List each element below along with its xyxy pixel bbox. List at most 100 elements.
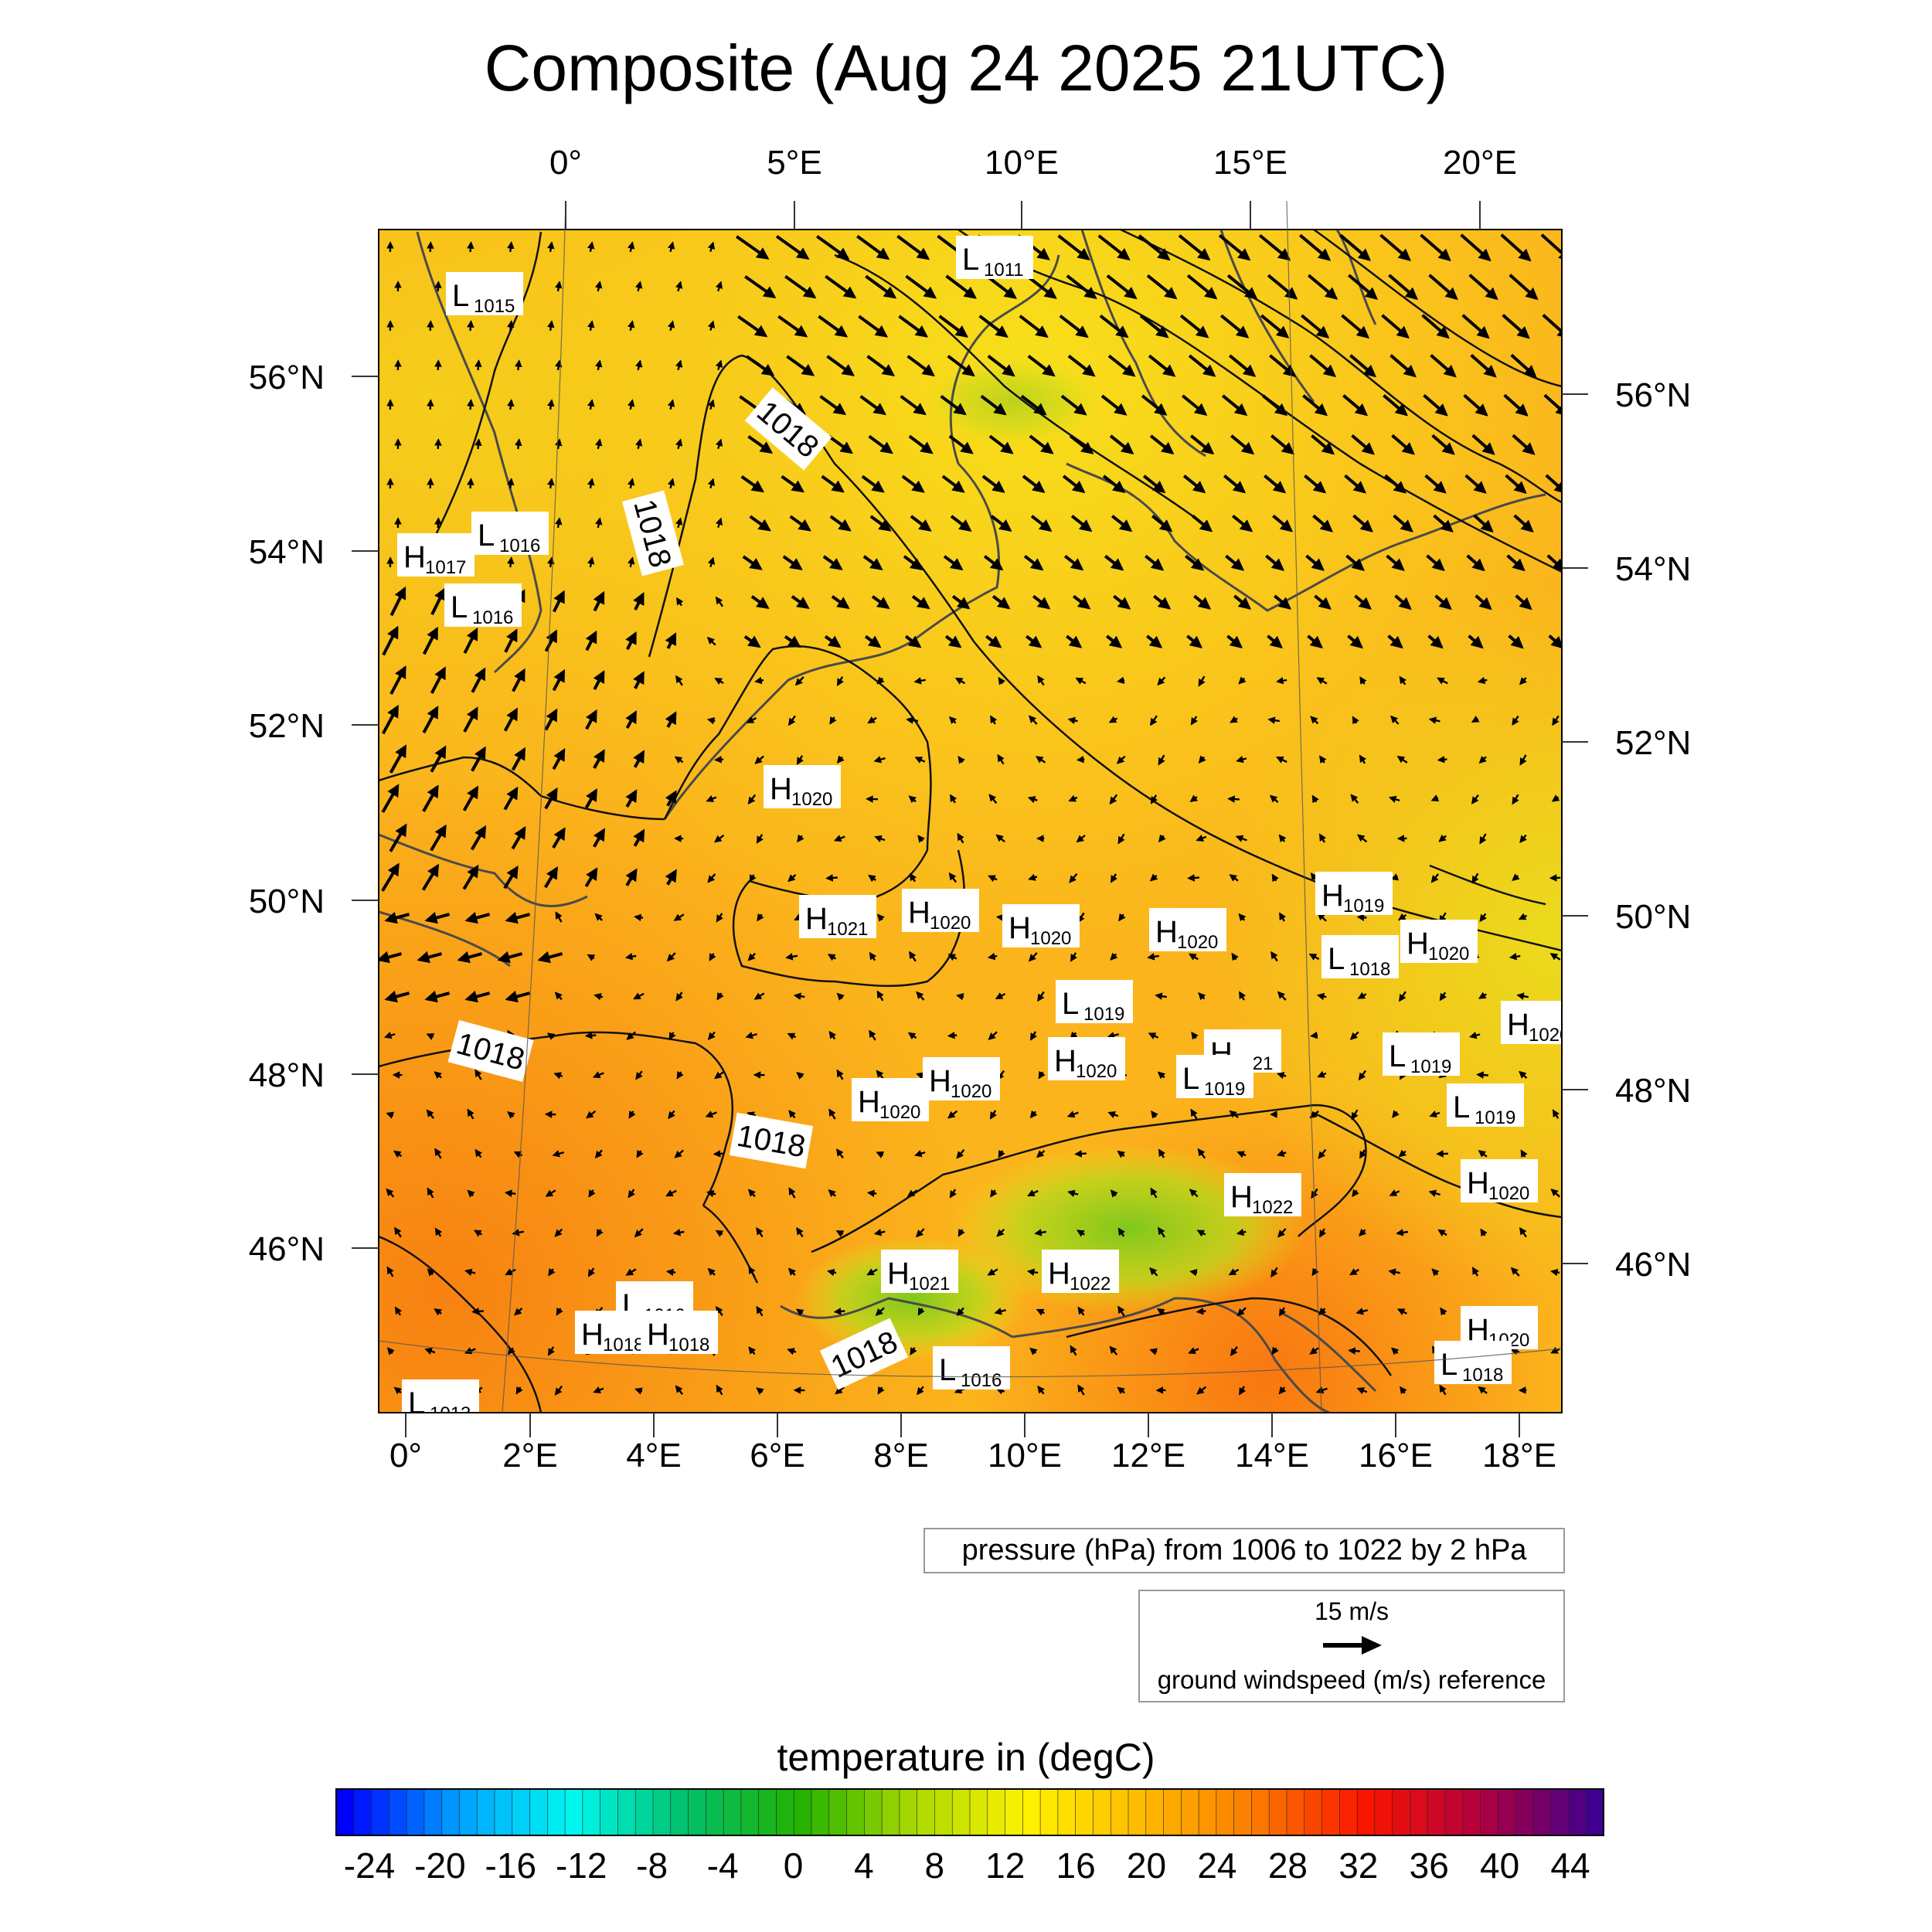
wind-arrow (593, 749, 605, 769)
wind-arrow (1355, 1308, 1368, 1315)
wind-arrow (1389, 354, 1417, 378)
wind-arrow (1549, 953, 1561, 961)
wind-arrow (553, 1072, 563, 1080)
wind-arrow (1027, 355, 1056, 377)
wind-arrow (1468, 274, 1498, 301)
wind-arrow (1231, 952, 1239, 961)
svg-text:H: H (403, 540, 426, 574)
right-lat-label: 52°N (1615, 724, 1691, 762)
wind-arrow (756, 1305, 764, 1317)
wind-reference-arrow-icon (1323, 1636, 1382, 1655)
wind-arrow (507, 556, 515, 568)
wind-arrow (781, 474, 805, 493)
wind-arrow (981, 474, 1005, 493)
wind-arrow (1110, 952, 1118, 961)
colorbar-swatch (758, 1788, 777, 1836)
wind-arrow (787, 1348, 797, 1355)
wind-arrow (1189, 434, 1215, 455)
colorbar-swatch (1268, 1788, 1287, 1836)
wind-arrow (1479, 913, 1487, 923)
wind-arrow (876, 1070, 885, 1080)
wind-arrow (954, 677, 966, 685)
colorbar-swatch (934, 1788, 954, 1836)
wind-arrow (1155, 992, 1167, 1000)
wind-arrow (471, 667, 486, 693)
wind-arrow (667, 399, 675, 410)
wind-arrow (633, 992, 645, 1000)
wind-arrow (1027, 796, 1038, 804)
wind-arrow (627, 556, 635, 568)
wind-arrow (1229, 874, 1239, 882)
axis-labels: 0° 5°E 10°E 15°E 20°E 0° 2°E 4°E 6°E 8°E 10°E 12°E 1… (249, 144, 1692, 1475)
wind-arrow (1351, 434, 1375, 455)
wind-arrow (1519, 677, 1528, 685)
svg-text:H: H (929, 1064, 951, 1098)
wind-arrow (1278, 1386, 1287, 1395)
wind-arrow (1028, 952, 1038, 962)
svg-text:L: L (1389, 1039, 1406, 1073)
wind-arrow (1236, 1151, 1247, 1158)
colorbar-swatch (1444, 1788, 1464, 1836)
wind-arrow (1077, 1384, 1085, 1396)
wind-arrow (1107, 354, 1136, 377)
wind-arrow (707, 478, 716, 489)
wind-arrow (507, 320, 515, 332)
wind-arrow (1381, 314, 1410, 339)
wind-arrow (944, 634, 962, 648)
wind-arrow (873, 1229, 886, 1236)
wind-arrow (585, 1110, 597, 1119)
wind-arrow (1356, 1387, 1368, 1395)
wind-arrow (434, 438, 442, 450)
wind-arrow (427, 320, 434, 332)
wind-arrow (1437, 755, 1447, 764)
wind-arrow (464, 990, 491, 1003)
wind-arrow (625, 1268, 637, 1276)
wind-arrow (625, 631, 637, 651)
wind-arrow (1349, 1268, 1360, 1276)
wind-arrow (394, 1226, 402, 1238)
wind-arrow (1478, 756, 1487, 764)
wind-arrow (873, 756, 886, 764)
left-lat-label: 56°N (249, 359, 325, 396)
wind-arrow (1519, 1070, 1528, 1079)
wind-arrow (596, 1228, 604, 1237)
wind-arrow (744, 275, 777, 299)
wind-arrow (1188, 354, 1216, 377)
wind-arrow (794, 676, 804, 686)
colorbar-swatch (1498, 1788, 1516, 1836)
wind-arrow (1179, 314, 1209, 338)
wind-arrow (876, 990, 884, 1002)
wind-arrow (1308, 274, 1338, 300)
wind-arrow (900, 395, 927, 416)
wind-arrow (951, 594, 971, 610)
wind-arrow (945, 274, 977, 299)
wind-arrow (825, 274, 857, 299)
wind-arrow (1236, 1307, 1247, 1317)
wind-arrow (1341, 314, 1370, 339)
wind-arrow (462, 864, 479, 890)
high-pressure-label: H 1022 (1042, 1250, 1119, 1294)
wind-arrow (1471, 872, 1479, 884)
wind-arrow (594, 281, 603, 292)
colorbar-swatch (1568, 1788, 1587, 1836)
wind-arrow (594, 359, 603, 371)
wind-arrow (775, 235, 810, 260)
wind-arrow (1428, 1189, 1440, 1197)
wind-arrow (1272, 514, 1294, 532)
wind-arrow (1117, 833, 1125, 845)
wind-arrow (1309, 1110, 1319, 1119)
svg-text:L: L (408, 1386, 425, 1420)
wind-arrow (1117, 676, 1125, 685)
wind-arrow (988, 1031, 998, 1041)
bottom-lon-label: 6°E (750, 1437, 804, 1475)
wind-arrow (1097, 234, 1131, 261)
wind-arrow (995, 992, 1006, 1000)
bottom-lon-label: 16°E (1359, 1437, 1433, 1475)
svg-text:H: H (1155, 915, 1178, 949)
wind-arrow (747, 794, 757, 805)
wind-arrow (1228, 1268, 1240, 1276)
wind-arrow (1267, 634, 1283, 649)
wind-arrow (386, 1111, 395, 1119)
wind-arrow (1470, 354, 1497, 378)
colorbar-tick-label: 36 (1410, 1845, 1449, 1886)
